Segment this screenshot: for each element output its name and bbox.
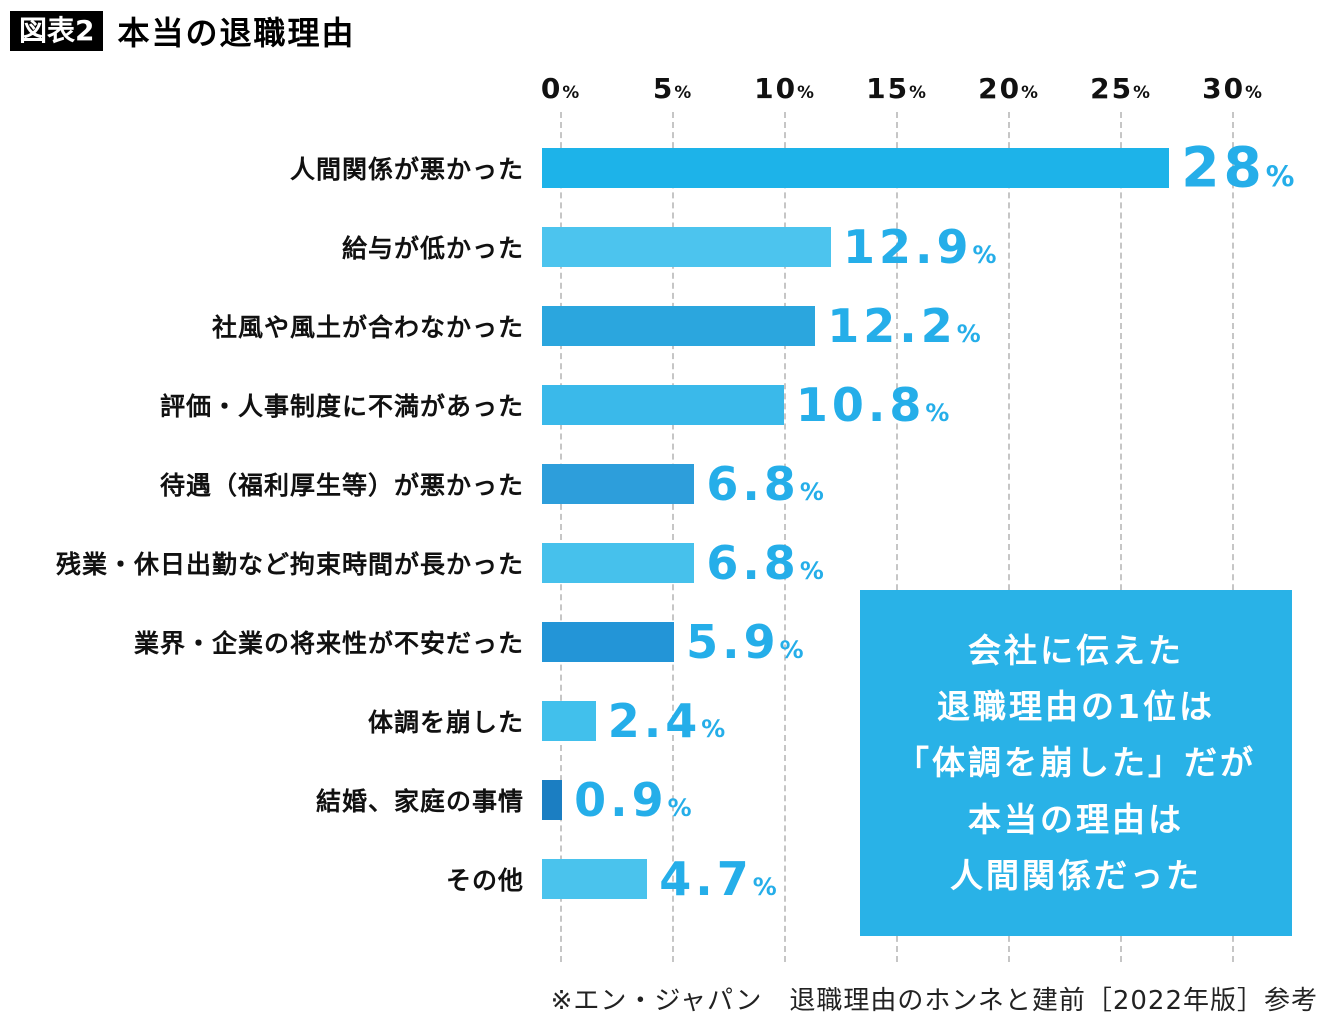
value-label: 0.9%	[574, 772, 692, 827]
bar	[542, 621, 675, 662]
bar-track: 12.9%	[542, 219, 1214, 274]
callout-line: 会社に伝えた	[968, 630, 1184, 670]
category-label: 評価・人事制度に不満があった	[159, 391, 524, 421]
gridline	[1120, 112, 1122, 962]
callout-line: 「体調を崩した」だが	[896, 743, 1256, 783]
category-label: 待遇（福利厚生等）が悪かった	[159, 470, 524, 500]
gridline	[896, 112, 898, 962]
value-label: 4.7%	[659, 851, 777, 906]
x-axis-tick: 15%	[866, 72, 926, 105]
callout-line: 本当の理由は	[968, 799, 1184, 839]
bar	[542, 147, 1170, 188]
bar-track: 4.7%	[542, 851, 1214, 906]
bar-track: 12.2%	[542, 298, 1214, 353]
bar	[542, 858, 648, 899]
x-axis: 0% 5% 10% 15% 20% 25% 30%	[541, 72, 1262, 108]
category-label: 給与が低かった	[341, 233, 524, 263]
bar	[542, 700, 596, 741]
gridlines	[560, 112, 1234, 962]
gridline	[784, 112, 786, 962]
value-label: 12.2%	[827, 298, 981, 353]
category-label: その他	[445, 865, 524, 895]
source-note: ※エン・ジャパン 退職理由のホンネと建前［2022年版］参考	[550, 986, 1318, 1016]
gridline	[560, 112, 562, 962]
value-label: 6.8%	[706, 456, 824, 511]
title-bar: 図表2 本当の退職理由	[10, 8, 356, 54]
callout-box: 会社に伝えた 退職理由の1位は「体調を崩した」だが 本当の理由は 人間関係だった	[860, 590, 1292, 936]
bar-row: その他 4.7%	[0, 839, 1340, 918]
bar-row: 結婚、家庭の事情 0.9%	[0, 760, 1340, 839]
bar-row: 体調を崩した 2.4%	[0, 681, 1340, 760]
value-label: 28%	[1181, 135, 1295, 199]
bar-row: 評価・人事制度に不満があった 10.8%	[0, 365, 1340, 444]
x-axis-tick: 25%	[1090, 72, 1150, 105]
bar-track: 2.4%	[542, 693, 1214, 748]
value-label: 2.4%	[607, 693, 726, 748]
figure-badge: 図表2	[10, 10, 104, 52]
gridline	[1232, 112, 1234, 962]
bar-track: 6.8%	[542, 456, 1214, 511]
bar-track: 28%	[542, 140, 1294, 195]
value-label: 10.8%	[795, 377, 950, 432]
gridline	[672, 112, 674, 962]
bar-track: 10.8%	[542, 377, 1214, 432]
callout-line: 人間関係だった	[950, 855, 1202, 895]
category-label: 人間関係が悪かった	[289, 154, 524, 184]
bar-chart: 人間関係が悪かった 28% 給与が低かった 12.9% 社風や風土が合わなかった 12.2…	[0, 128, 1340, 918]
category-label: 業界・企業の将来性が不安だった	[133, 628, 524, 658]
value-label: 5.9%	[686, 614, 804, 669]
callout-line: 退職理由の1位は	[937, 687, 1215, 727]
gridline	[1008, 112, 1010, 962]
bar-row: 残業・休日出勤など拘束時間が長かった 6.8%	[0, 523, 1340, 602]
bar	[542, 305, 816, 346]
x-axis-tick: 0%	[540, 72, 580, 105]
bar-row: 待遇（福利厚生等）が悪かった 6.8%	[0, 444, 1340, 523]
page-title: 本当の退職理由	[117, 14, 356, 52]
x-axis-tick: 5%	[652, 72, 692, 105]
bar-row: 給与が低かった 12.9%	[0, 207, 1340, 286]
bar-row: 社風や風土が合わなかった 12.2%	[0, 286, 1340, 365]
category-label: 体調を崩した	[367, 707, 524, 737]
bar	[542, 463, 695, 504]
bar	[542, 384, 784, 425]
bar	[542, 226, 831, 267]
bar-row: 業界・企業の将来性が不安だった 5.9%	[0, 602, 1340, 681]
category-label: 結婚、家庭の事情	[315, 786, 524, 816]
bar-track: 0.9%	[542, 772, 1214, 827]
category-label: 残業・休日出勤など拘束時間が長かった	[55, 549, 524, 579]
bar	[542, 779, 563, 820]
category-label: 社風や風土が合わなかった	[211, 312, 524, 342]
bar-row: 人間関係が悪かった 28%	[0, 128, 1340, 207]
x-axis-tick: 20%	[978, 72, 1038, 105]
x-axis-tick: 30%	[1202, 72, 1262, 105]
bar	[542, 542, 695, 583]
x-axis-tick: 10%	[754, 72, 814, 105]
value-label: 12.9%	[842, 219, 997, 274]
bar-track: 6.8%	[542, 535, 1214, 590]
value-label: 6.8%	[706, 535, 824, 590]
bar-track: 5.9%	[542, 614, 1214, 669]
